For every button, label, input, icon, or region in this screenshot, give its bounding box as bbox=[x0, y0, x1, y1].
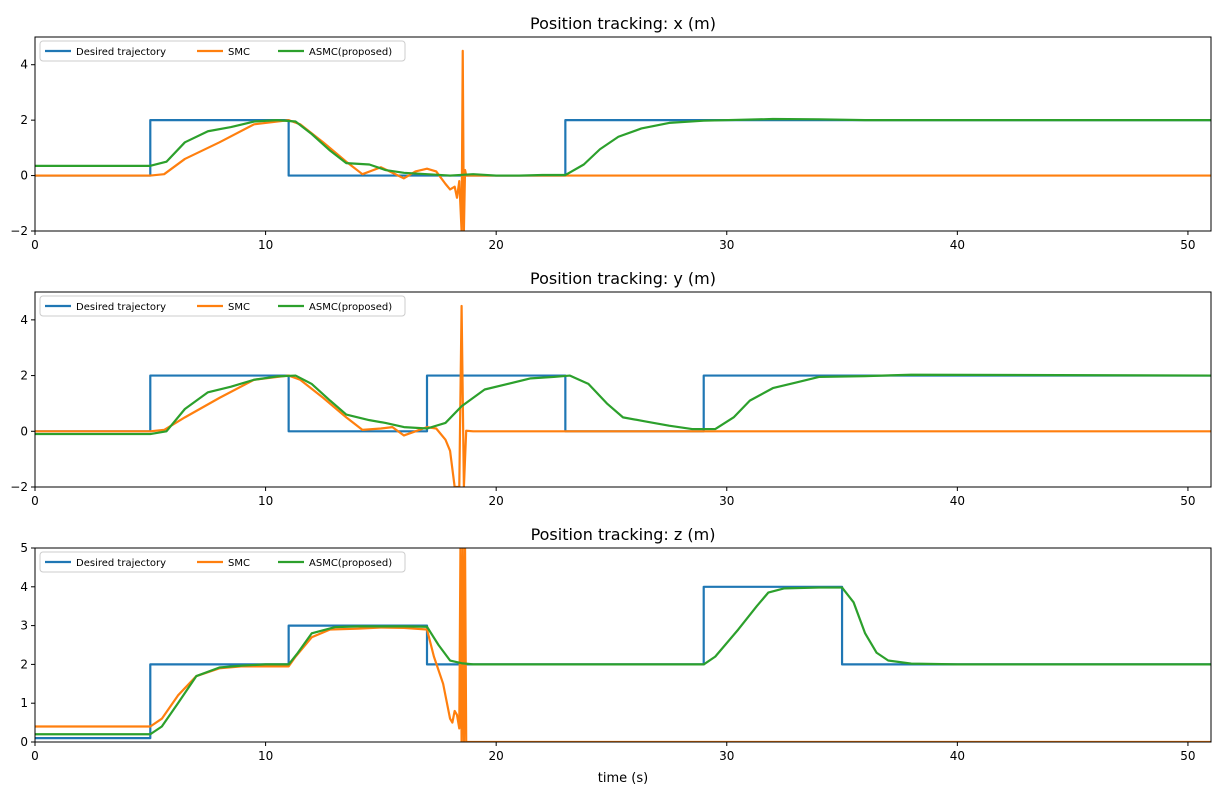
y-tick-label: 4 bbox=[20, 58, 28, 72]
x-tick-label: 40 bbox=[950, 238, 965, 252]
series-line-desired bbox=[35, 119, 1211, 177]
series-group bbox=[35, 49, 1211, 231]
y-tick-label: 2 bbox=[20, 657, 28, 671]
x-tick-label: 40 bbox=[950, 749, 965, 763]
x-axis-label: time (s) bbox=[598, 771, 648, 786]
x-tick-label: 30 bbox=[719, 494, 734, 508]
y-tick-label: 4 bbox=[20, 313, 28, 327]
y-tick-label: 0 bbox=[20, 424, 28, 438]
x-tick-label: 30 bbox=[719, 238, 734, 252]
legend-label: Desired trajectory bbox=[76, 558, 166, 569]
x-tick-label: 20 bbox=[489, 749, 504, 763]
x-tick-label: 40 bbox=[950, 494, 965, 508]
x-tick-label: 10 bbox=[258, 238, 273, 252]
x-tick-label: 50 bbox=[1180, 749, 1195, 763]
axes-frame bbox=[34, 36, 1212, 232]
legend-label: ASMC(proposed) bbox=[309, 302, 392, 313]
legend: Desired trajectory SMC ASMC(proposed) bbox=[39, 551, 406, 573]
y-tick-label: 3 bbox=[20, 619, 28, 633]
y-tick-label: −2 bbox=[10, 480, 28, 494]
series-group bbox=[35, 548, 1211, 742]
legend-label: SMC bbox=[228, 47, 250, 58]
series-line-smc bbox=[35, 548, 1211, 742]
chart-title: Position tracking: y (m) bbox=[530, 269, 716, 288]
legend-label: SMC bbox=[228, 558, 250, 569]
x-tick-label: 50 bbox=[1180, 494, 1195, 508]
legend-label: ASMC(proposed) bbox=[309, 558, 392, 569]
x-tick-label: 50 bbox=[1180, 238, 1195, 252]
series-line-smc bbox=[35, 49, 1211, 231]
chart-title: Position tracking: z (m) bbox=[531, 525, 716, 544]
series-line-smc bbox=[35, 304, 1211, 487]
x-tick-label: 0 bbox=[31, 749, 39, 763]
x-tick-label: 10 bbox=[258, 494, 273, 508]
chart-title: Position tracking: x (m) bbox=[530, 14, 716, 33]
series-line-desired bbox=[35, 585, 1211, 740]
y-tick-label: 4 bbox=[20, 580, 28, 594]
legend-label: Desired trajectory bbox=[76, 47, 166, 58]
y-tick-label: 2 bbox=[20, 369, 28, 383]
legend-label: Desired trajectory bbox=[76, 302, 166, 313]
x-tick-label: 30 bbox=[719, 749, 734, 763]
x-tick-label: 10 bbox=[258, 749, 273, 763]
subplot-z: 0 10 20 30 40 50 0 1 2 3 4 5 Position tracking: z (m… bbox=[20, 525, 1212, 786]
series-line-asmc bbox=[35, 586, 1211, 736]
x-tick-label: 20 bbox=[489, 238, 504, 252]
axes-frame bbox=[34, 547, 1212, 743]
y-tick-label: 0 bbox=[20, 169, 28, 183]
series-group bbox=[35, 304, 1211, 487]
x-tick-label: 0 bbox=[31, 494, 39, 508]
legend-label: ASMC(proposed) bbox=[309, 47, 392, 58]
y-tick-label: 1 bbox=[20, 696, 28, 710]
legend: Desired trajectory SMC ASMC(proposed) bbox=[39, 295, 406, 317]
series-line-desired bbox=[35, 374, 1211, 433]
y-tick-label: −2 bbox=[10, 224, 28, 238]
legend: Desired trajectory SMC ASMC(proposed) bbox=[39, 40, 406, 62]
y-tick-label: 0 bbox=[20, 735, 28, 749]
legend-label: SMC bbox=[228, 302, 250, 313]
x-tick-label: 20 bbox=[489, 494, 504, 508]
x-tick-label: 0 bbox=[31, 238, 39, 252]
series-line-asmc bbox=[35, 373, 1211, 436]
y-tick-label: 5 bbox=[20, 541, 28, 555]
series-line-asmc bbox=[35, 117, 1211, 177]
axes-frame bbox=[34, 291, 1212, 488]
y-tick-label: 2 bbox=[20, 113, 28, 127]
